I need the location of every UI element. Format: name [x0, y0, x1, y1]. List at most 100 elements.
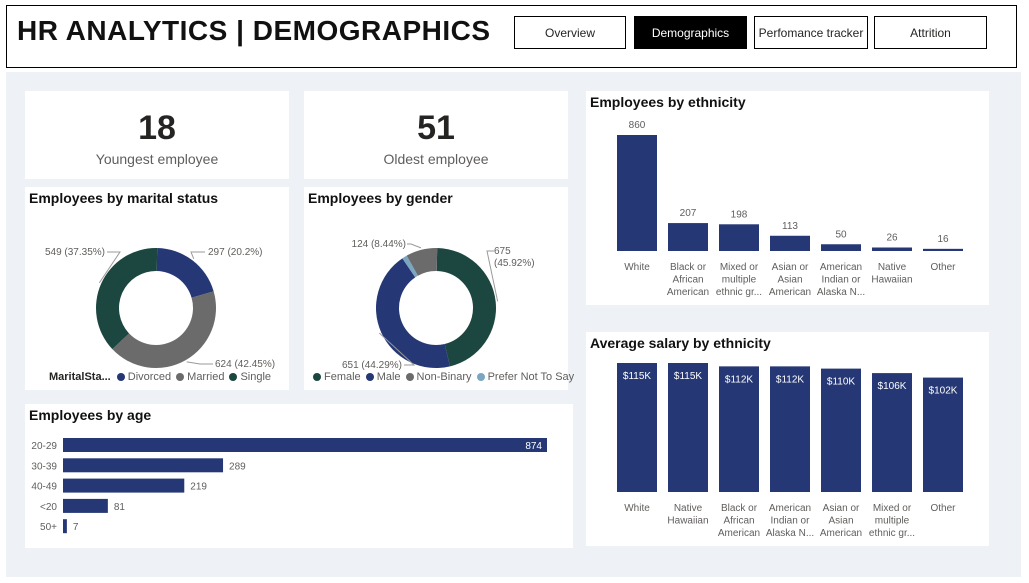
tick-label-ethnicity-other: Other: [930, 262, 956, 273]
leader-line-divorced: [190, 251, 205, 260]
tick-label-age-30-39: 30-39: [31, 461, 57, 472]
tick-label-ethnicity-asian-or-asian-american: Asian or: [772, 262, 809, 273]
data-label-female: 675: [494, 246, 511, 257]
data-label-salary-native-hawaiian: $115K: [674, 371, 703, 382]
bar-ethnicity-american-indian-or-alaska-n: [821, 244, 861, 251]
data-label-age-40-49: 219: [190, 482, 207, 493]
tick-label-salary-asian-or-asian-american: Asian: [828, 516, 853, 527]
slice-married: [112, 291, 217, 369]
tick-label-age-40-49: 40-49: [31, 482, 57, 493]
gender-chart[interactable]: 675(45.92%) 651 (44.29%) 124 (8.44%): [304, 209, 568, 379]
slice-prefer-not-to-say: [402, 255, 418, 278]
tick-label-ethnicity-asian-or-asian-american: American: [769, 287, 811, 298]
kpi-label-oldest: Oldest employee: [383, 151, 489, 167]
data-label-ethnicity-american-indian-or-alaska-n: 50: [835, 229, 847, 240]
legend-item-female[interactable]: Female: [313, 371, 361, 383]
slice-female: [436, 248, 496, 367]
tick-label-age-20: <20: [40, 502, 57, 513]
bar-salary-asian-or-asian-american: [821, 368, 861, 492]
legend-label-married: Married: [187, 371, 225, 383]
bar-salary-white: [617, 363, 657, 492]
gender-card[interactable]: Employees by gender 675 (45.92%) 651 (44.2…: [304, 187, 574, 390]
slice-non-binary: [406, 248, 438, 276]
legend-label-non-binary: Non-Binary: [416, 371, 472, 383]
slice-divorced: [156, 248, 214, 298]
data-label-female: (45.92%): [494, 258, 535, 269]
bar-ethnicity-black-or-african-american: [668, 223, 708, 251]
nav-button-attrition[interactable]: Attrition: [874, 16, 987, 49]
tick-label-salary-mixed-or-multiple-ethnic-gr: multiple: [875, 516, 910, 527]
data-label-ethnicity-black-or-african-american: 207: [680, 208, 697, 219]
leader-line-male: [378, 332, 416, 366]
report-canvas: 18 Youngest employee 51 Oldest employee …: [6, 72, 1021, 577]
legend-marker-married: [176, 373, 185, 381]
marital-status-title: Employees by marital status: [29, 190, 219, 206]
bar-age-20-29: [63, 438, 547, 452]
salary-card[interactable]: Average salary by ethnicity $115K White $1…: [586, 332, 989, 546]
legend-item-single[interactable]: Single: [229, 371, 271, 383]
bar-ethnicity-asian-or-asian-american: [770, 235, 810, 251]
bar-ethnicity-mixed-or-multiple-ethnic-gr: [719, 224, 759, 251]
tick-label-ethnicity-mixed-or-multiple-ethnic-gr: multiple: [722, 275, 757, 286]
nav-button-performance-tracker[interactable]: Perfomance tracker: [754, 16, 868, 49]
slice-single: [96, 248, 158, 350]
tick-label-salary-black-or-african-american: Black or: [721, 503, 758, 514]
kpi-card-oldest[interactable]: 51 Oldest employee: [304, 91, 568, 179]
data-label-salary-other: $102K: [929, 386, 958, 397]
bar-age-30-39: [63, 458, 224, 473]
data-label-non-binary: 124 (8.44%): [352, 239, 406, 250]
tick-label-ethnicity-black-or-african-american: African: [672, 275, 703, 286]
legend-item-prefer-not-to-say[interactable]: Prefer Not To Say: [476, 371, 575, 383]
age-card[interactable]: Employees by age 20-29 874 30-39 289 40-49 21…: [25, 404, 573, 548]
tick-label-salary-asian-or-asian-american: Asian or: [823, 503, 860, 514]
tick-label-salary-white: White: [624, 503, 650, 514]
tick-label-salary-american-indian-or-alaska-n: American: [769, 503, 811, 514]
bar-salary-other: [923, 377, 963, 492]
tick-label-salary-native-hawaiian: Hawaiian: [667, 516, 708, 527]
age-chart[interactable]: 20-29 874 30-39 289 40-49 219 <20 81 50+ 7: [25, 428, 573, 546]
marital-status-card[interactable]: Employees by marital status 297 (20.2%) 6…: [25, 187, 289, 390]
leader-line-female: [486, 250, 499, 302]
marital-status-chart[interactable]: 297 (20.2%) 624 (42.45%) 549 (37.35%): [25, 209, 289, 379]
gender-title: Employees by gender: [308, 190, 453, 206]
legend-marker-single: [229, 373, 238, 381]
tick-label-salary-native-hawaiian: Native: [674, 503, 703, 514]
data-label-ethnicity-white: 860: [629, 120, 646, 131]
legend-item-non-binary[interactable]: Non-Binary: [405, 371, 472, 383]
tick-label-ethnicity-native-hawaiian: Native: [878, 262, 907, 273]
tick-label-salary-mixed-or-multiple-ethnic-gr: Mixed or: [873, 503, 912, 514]
data-label-salary-american-indian-or-alaska-n: $112K: [776, 374, 805, 385]
data-label-ethnicity-other: 16: [937, 234, 949, 245]
nav-button-demographics[interactable]: Demographics: [634, 16, 747, 49]
salary-chart[interactable]: $115K White $115K Native Hawaiian $112K Black …: [586, 354, 989, 544]
legend-label-female: Female: [324, 371, 361, 383]
legend-label-prefer-not-to-say: Prefer Not To Say: [487, 371, 575, 383]
tick-label-age-50: 50+: [40, 522, 57, 533]
gender-legend: Female Male Non-Binary Prefer Not To Say: [313, 371, 579, 383]
legend-item-married[interactable]: Married: [176, 371, 224, 383]
kpi-label-youngest: Youngest employee: [95, 151, 219, 167]
tick-label-ethnicity-mixed-or-multiple-ethnic-gr: ethnic gr...: [716, 287, 762, 298]
legend-item-divorced[interactable]: Divorced: [116, 371, 171, 383]
tick-label-ethnicity-mixed-or-multiple-ethnic-gr: Mixed or: [720, 262, 759, 273]
ethnicity-card[interactable]: Employees by ethnicity 860 White 207 Black …: [586, 91, 989, 305]
legend-label-single: Single: [240, 371, 272, 383]
bar-ethnicity-white: [617, 135, 657, 251]
legend-item-male[interactable]: Male: [365, 371, 401, 383]
nav-button-overview[interactable]: Overview: [514, 16, 626, 49]
marital-status-legend: MaritalSta... Divorced Married Single: [49, 371, 276, 383]
data-label-single: 549 (37.35%): [45, 247, 105, 258]
report-header: HR ANALYTICS | DEMOGRAPHICS Overview Dem…: [6, 5, 1017, 68]
marital-legend-title: MaritalSta...: [49, 371, 111, 383]
legend-label-male: Male: [376, 371, 401, 383]
data-label-ethnicity-native-hawaiian: 26: [886, 232, 898, 243]
data-label-salary-asian-or-asian-american: $110K: [827, 377, 856, 388]
kpi-card-youngest[interactable]: 18 Youngest employee: [25, 91, 289, 179]
bar-salary-black-or-african-american: [719, 366, 759, 492]
data-label-married: 624 (42.45%): [215, 359, 275, 370]
bar-salary-american-indian-or-alaska-n: [770, 366, 810, 492]
kpi-value-oldest: 51: [417, 109, 455, 147]
tick-label-salary-american-indian-or-alaska-n: Alaska N...: [766, 528, 814, 539]
data-label-male: 651 (44.29%): [342, 360, 402, 371]
